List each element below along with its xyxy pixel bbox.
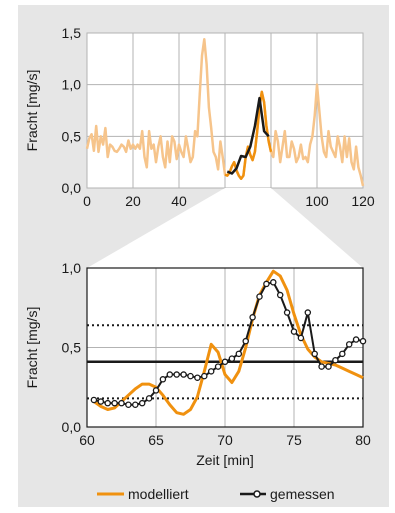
detail-measured-point bbox=[207, 368, 215, 375]
overview-x-tick-label: 40 bbox=[171, 193, 187, 209]
overview-y-tick-label: 1,0 bbox=[62, 77, 82, 93]
detail-x-tick-label: 70 bbox=[217, 432, 233, 448]
detail-measured-point bbox=[173, 371, 180, 378]
zoom-connector bbox=[87, 188, 363, 268]
detail-measured-point bbox=[104, 399, 111, 407]
detail-measured-point bbox=[145, 395, 153, 402]
detail-measured-point bbox=[283, 309, 291, 316]
detail-measured-point bbox=[359, 337, 367, 345]
detail-measured-point bbox=[256, 293, 263, 300]
detail-measured-point bbox=[235, 350, 243, 358]
detail-measured-point bbox=[263, 280, 270, 288]
overview-x-tick-label: 120 bbox=[351, 193, 375, 209]
detail-frame bbox=[86, 267, 364, 428]
detail-measured-point bbox=[352, 336, 360, 343]
overview-measured-line bbox=[226, 96, 270, 175]
detail-x-tick-label: 75 bbox=[286, 432, 302, 448]
detail-measured-point bbox=[270, 279, 277, 286]
detail-x-axis-label: Zeit [min] bbox=[196, 452, 254, 468]
detail-measured-point bbox=[159, 376, 167, 383]
detail-measured-point bbox=[318, 363, 325, 370]
overview-highlight-window bbox=[225, 33, 271, 188]
detail-measured-point bbox=[304, 309, 312, 316]
detail-measured-point bbox=[194, 374, 201, 381]
detail-measured-point bbox=[201, 372, 208, 380]
detail-measured-point bbox=[214, 363, 222, 370]
detail-measured-line bbox=[93, 281, 364, 406]
detail-measured-point bbox=[249, 314, 256, 321]
overview-y-tick-label: 0,5 bbox=[62, 128, 82, 144]
detail-measured-point bbox=[276, 291, 284, 299]
detail-measured-point bbox=[332, 356, 339, 364]
detail-measured-point bbox=[345, 341, 353, 348]
detail-measured-point bbox=[297, 334, 305, 342]
detail-measured-point bbox=[187, 372, 194, 380]
detail-measured-point bbox=[325, 363, 332, 370]
detail-x-tick-label: 60 bbox=[79, 432, 95, 448]
detail-y-tick-label: 1,0 bbox=[62, 260, 82, 276]
detail-measured-point bbox=[152, 387, 160, 394]
legend-modelled-label: modelliert bbox=[128, 486, 189, 502]
detail-measured-point bbox=[90, 396, 98, 404]
legend-measured-label: gemessen bbox=[270, 486, 335, 502]
detail-measured-point bbox=[180, 371, 187, 378]
detail-measured-point bbox=[132, 401, 139, 408]
overview-x-tick-label: 20 bbox=[125, 193, 141, 209]
detail-measured-point bbox=[118, 399, 125, 407]
overview-modelled-highlight-line bbox=[224, 90, 273, 180]
overview-x-tick-label: 100 bbox=[305, 193, 329, 209]
detail-x-tick-label: 80 bbox=[355, 432, 371, 448]
overview-x-tick-label: 0 bbox=[83, 193, 91, 209]
overview-y-tick-label: 0,0 bbox=[62, 180, 82, 196]
detail-y-tick-label: 0,0 bbox=[62, 419, 82, 435]
detail-measured-point bbox=[311, 350, 318, 358]
overview-y-tick-label: 1,5 bbox=[62, 25, 82, 41]
detail-measured-point bbox=[97, 398, 105, 405]
detail-measured-point bbox=[125, 401, 132, 408]
detail-measured-point bbox=[138, 399, 146, 407]
detail-measured-point bbox=[339, 350, 346, 358]
overview-y-axis-label: Fracht [mg/s] bbox=[24, 70, 40, 152]
detail-x-tick-label: 65 bbox=[148, 432, 164, 448]
detail-measured-point bbox=[221, 358, 229, 366]
detail-measured-point bbox=[111, 399, 118, 407]
legend-measured-marker bbox=[253, 490, 261, 498]
detail-measured-point bbox=[290, 328, 298, 335]
detail-y-tick-label: 0,5 bbox=[62, 340, 82, 356]
detail-y-axis-label: Fracht [mg/s] bbox=[24, 307, 40, 389]
detail-measured-point bbox=[242, 337, 249, 345]
detail-measured-point bbox=[166, 371, 174, 378]
detail-measured-point bbox=[228, 355, 236, 362]
